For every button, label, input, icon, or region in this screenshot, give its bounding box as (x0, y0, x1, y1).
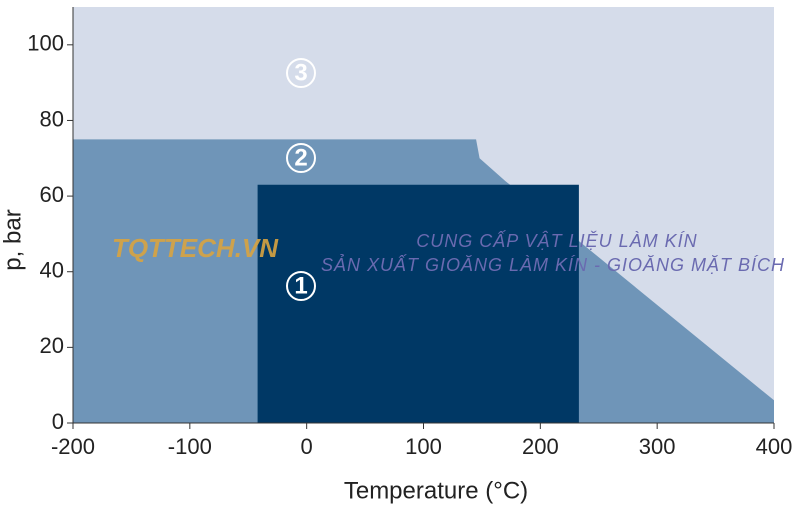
x-axis-label: Temperature (°C) (344, 477, 528, 504)
watermark: CUNG CẤP VẬT LIỆU LÀM KÍN (416, 230, 697, 251)
region-label: 3 (294, 59, 307, 86)
y-axis-label: p, bar (0, 209, 26, 270)
x-tick-label: 400 (756, 434, 793, 459)
y-tick-label: 100 (27, 31, 64, 56)
y-tick-label: 60 (40, 182, 64, 207)
x-tick-label: 0 (301, 434, 313, 459)
y-tick-label: 80 (40, 106, 64, 131)
watermark: TQTTECH.VN (112, 233, 279, 263)
x-tick-label: -100 (168, 434, 212, 459)
region (257, 184, 579, 423)
x-tick-label: -200 (51, 434, 95, 459)
y-tick-label: 20 (40, 333, 64, 358)
region-label: 2 (294, 144, 307, 171)
region-badge (286, 143, 316, 173)
x-tick-label: 200 (522, 434, 559, 459)
y-tick-label: 40 (40, 258, 64, 283)
x-tick-label: 300 (639, 434, 676, 459)
y-tick-label: 0 (52, 409, 64, 434)
region-badge (286, 271, 316, 301)
x-tick-label: 100 (405, 434, 442, 459)
region-label: 1 (294, 272, 307, 299)
region-badge (286, 58, 316, 88)
watermark: SẢN XUẤT GIOĂNG LÀM KÍN - GIOĂNG MẶT BÍC… (321, 254, 785, 275)
